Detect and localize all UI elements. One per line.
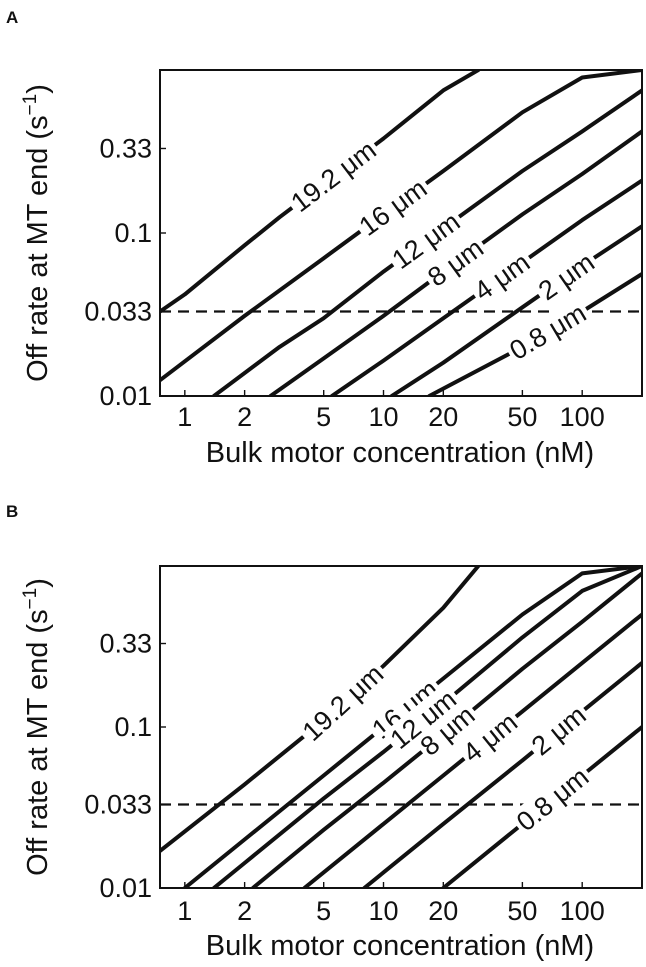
panel-b-letter: B xyxy=(6,502,18,521)
panel-a-y-tick-label: 0.1 xyxy=(114,218,152,248)
panel-a-letter: A xyxy=(6,8,18,27)
panel-b-contour-label-backing xyxy=(412,697,483,764)
panel-b-contour-line xyxy=(362,660,642,888)
panel-a-contour-label-backing xyxy=(530,245,603,308)
panel-a-x-tick-label: 50 xyxy=(507,402,537,432)
panel-b-y-tick-label: 0.033 xyxy=(84,790,152,820)
panel-b-x-tick-label: 20 xyxy=(428,896,458,926)
panel-a-y-tick-label: 0.33 xyxy=(99,133,152,163)
panel-a-contour-label-backing xyxy=(384,204,468,277)
panel-a-contour-label-backing xyxy=(351,171,435,244)
panel-a-contour-label-backing xyxy=(466,245,538,309)
panel-b-y-axis-title: Off rate at MT end (s−1) xyxy=(20,578,54,876)
panel-a-contour-label-backing xyxy=(419,231,492,295)
panel-b-x-axis-title: Bulk motor concentration (nM) xyxy=(206,930,594,962)
panel-a-x-tick-label: 20 xyxy=(428,402,458,432)
panel-a-x-axis-title: Bulk motor concentration (nM) xyxy=(206,437,594,469)
panel-b-contour-label-backing xyxy=(508,759,597,840)
panel-a-x-tick-label: 2 xyxy=(237,402,252,432)
panel-b-contour-label-backing xyxy=(454,704,526,771)
panel-b-contour-label-backing xyxy=(294,656,392,749)
panel-b-contour-label-backing xyxy=(382,682,465,757)
panel-a-contour-line xyxy=(389,224,642,396)
panel-a: A Bulk motor concentration (nM) Off rate… xyxy=(6,8,643,469)
panel-b-y-tick-label: 0.1 xyxy=(114,712,152,742)
panel-b-x-tick-label: 1 xyxy=(177,896,192,926)
panel-a-x-tick-label: 1 xyxy=(177,402,192,432)
panel-b-y-tick-label: 0.01 xyxy=(99,873,152,903)
panel-b-contour-label-backing xyxy=(523,697,595,764)
panel-b-y-tick-label: 0.33 xyxy=(99,629,152,659)
panel-a-contour-label-backing xyxy=(283,132,385,220)
panel-a-contour-label-backing xyxy=(501,296,594,368)
panel-b-x-tick-label: 50 xyxy=(507,896,537,926)
panel-b-x-tick-label: 5 xyxy=(316,896,331,926)
panel-a-contour-label: 19.2 μm xyxy=(285,135,381,218)
panel-a-y-tick-label: 0.033 xyxy=(84,296,152,326)
panel-a-x-tick-label: 5 xyxy=(316,402,331,432)
panel-b: B Bulk motor concentration (nM) Off rate… xyxy=(6,502,643,962)
panel-b-x-tick-label: 2 xyxy=(237,896,252,926)
panel-a-contour-label: 0.8 μm xyxy=(505,298,592,366)
panel-a-x-tick-label: 10 xyxy=(368,402,398,432)
panel-a-y-axis-title: Off rate at MT end (s−1) xyxy=(20,84,54,382)
panel-a-y-tick-label: 0.01 xyxy=(99,381,152,411)
panel-b-x-tick-label: 10 xyxy=(368,896,398,926)
panel-b-contour-label-backing xyxy=(364,672,447,747)
panel-b-x-tick-label: 100 xyxy=(560,896,605,926)
panel-b-contour-label: 0.8 μm xyxy=(511,762,594,838)
panel-a-x-tick-label: 100 xyxy=(560,402,605,432)
